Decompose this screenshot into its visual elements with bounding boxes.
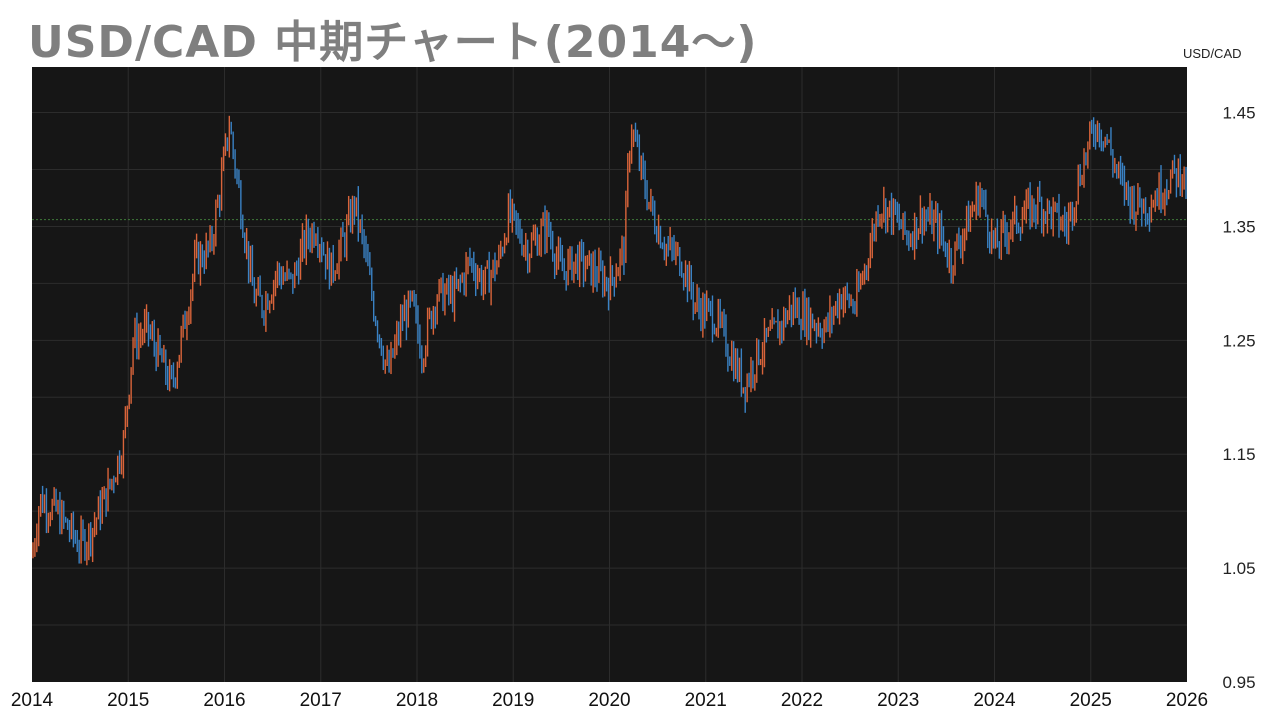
x-tick-label: 2014 — [11, 690, 54, 711]
x-tick-label: 2016 — [203, 690, 245, 711]
y-tick-label: 1.35 — [1222, 217, 1255, 236]
price-bars — [32, 115, 1187, 566]
y-tick-label: 1.25 — [1222, 331, 1255, 350]
x-tick-label: 2026 — [1166, 690, 1208, 711]
y-tick-label: 0.95 — [1222, 673, 1255, 692]
x-tick-label: 2021 — [685, 690, 727, 711]
x-tick-label: 2020 — [588, 690, 630, 711]
y-axis-label: USD/CAD — [1183, 46, 1242, 61]
y-tick-label: 1.05 — [1222, 559, 1255, 578]
x-tick-label: 2019 — [492, 690, 534, 711]
chart-title: USD/CAD 中期チャート(2014～) — [28, 17, 758, 68]
grid-lines — [32, 67, 1187, 682]
x-tick-label: 2023 — [877, 690, 919, 711]
y-tick-label: 1.15 — [1222, 445, 1255, 464]
x-tick-label: 2018 — [396, 690, 438, 711]
y-axis: 1.45 1.35 1.25 1.15 1.05 0.95 — [1222, 104, 1255, 692]
y-tick-label: 1.45 — [1222, 104, 1255, 123]
x-tick-label: 2022 — [781, 690, 823, 711]
x-tick-label: 2025 — [1070, 690, 1112, 711]
x-axis: 2014 2015 2016 2017 2018 2019 2020 2021 2022 2023… — [11, 690, 1208, 711]
x-tick-label: 2024 — [973, 690, 1016, 711]
x-tick-label: 2017 — [300, 690, 342, 711]
x-tick-label: 2015 — [107, 690, 149, 711]
